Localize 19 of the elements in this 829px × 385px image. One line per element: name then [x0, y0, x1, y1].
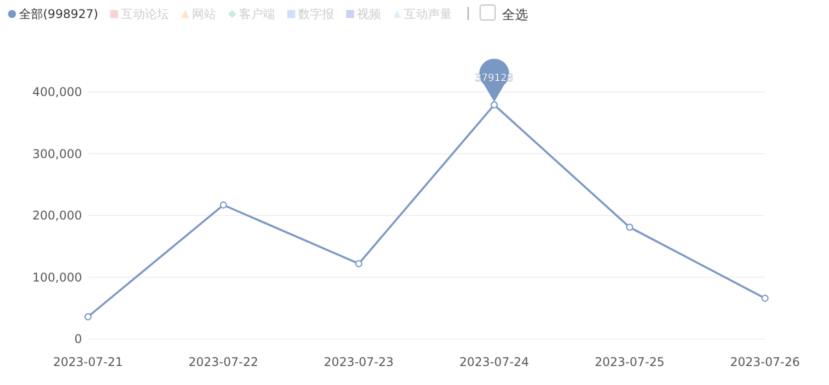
text: 全选: [502, 8, 528, 23]
x-tick-label: 2023-07-26: [730, 355, 800, 369]
point: [355, 260, 362, 268]
y-tick-label: 100,000: [32, 270, 82, 284]
x-tick-label: 2023-07-22: [188, 355, 258, 369]
point: [490, 101, 498, 108]
point: [84, 313, 92, 320]
legend-label: 全部(998927): [19, 7, 98, 21]
point: [220, 201, 227, 209]
y-tick-label: 200,000: [32, 208, 82, 222]
x-tick-label: 2023-07-24: [459, 355, 530, 369]
point: [626, 224, 634, 231]
x-tick-label: 2023-07-25: [594, 355, 664, 369]
y-tick-label: 300,000: [32, 146, 82, 161]
y-tick-label: 400,000: [32, 85, 82, 99]
x-tick-label: 2023-07-23: [324, 355, 394, 369]
y-tick-label: 0: [74, 332, 82, 346]
point: [761, 294, 769, 302]
x-tick-label: 2023-07-21: [53, 355, 123, 369]
